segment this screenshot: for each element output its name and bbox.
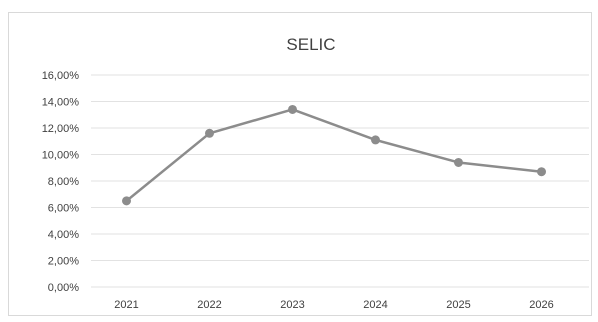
x-tick-label: 2022 — [197, 299, 221, 311]
data-point — [371, 135, 380, 145]
x-tick-label: 2023 — [280, 299, 304, 311]
y-tick-label: 12,00% — [42, 123, 80, 135]
y-tick-label: 8,00% — [48, 176, 79, 188]
y-tick-label: 10,00% — [42, 150, 80, 162]
data-point — [122, 196, 131, 206]
y-axis-ticks: 0,00% 2,00% 4,00% 6,00% 8,00% 10,00% 12,00% 14,… — [42, 70, 80, 294]
gridlines — [91, 74, 589, 288]
data-point — [205, 128, 214, 138]
y-tick-label: 4,00% — [48, 229, 79, 241]
y-tick-label: 0,00% — [48, 282, 79, 294]
x-tick-label: 2025 — [446, 299, 470, 311]
x-tick-label: 2021 — [114, 299, 138, 311]
line-chart: SELIC 0,00% 2,00% 4,00% 6,00% 8,00% 10,00% 12,… — [42, 35, 589, 311]
data-point — [537, 167, 546, 177]
y-tick-label: 2,00% — [48, 256, 79, 268]
y-tick-label: 6,00% — [48, 203, 79, 215]
chart-title: SELIC — [286, 35, 335, 54]
series-selic — [122, 104, 546, 206]
data-point — [454, 157, 463, 167]
y-tick-label: 14,00% — [42, 97, 80, 109]
x-tick-label: 2026 — [529, 299, 553, 311]
y-tick-label: 16,00% — [42, 70, 80, 82]
data-point — [288, 104, 297, 114]
series-line — [125, 108, 542, 202]
x-tick-label: 2024 — [363, 299, 387, 311]
x-axis-ticks: 2021 2022 2023 2024 2025 2026 — [114, 299, 553, 311]
chart-area: SELIC 0,00% 2,00% 4,00% 6,00% 8,00% 10,00% 12,… — [8, 12, 592, 316]
